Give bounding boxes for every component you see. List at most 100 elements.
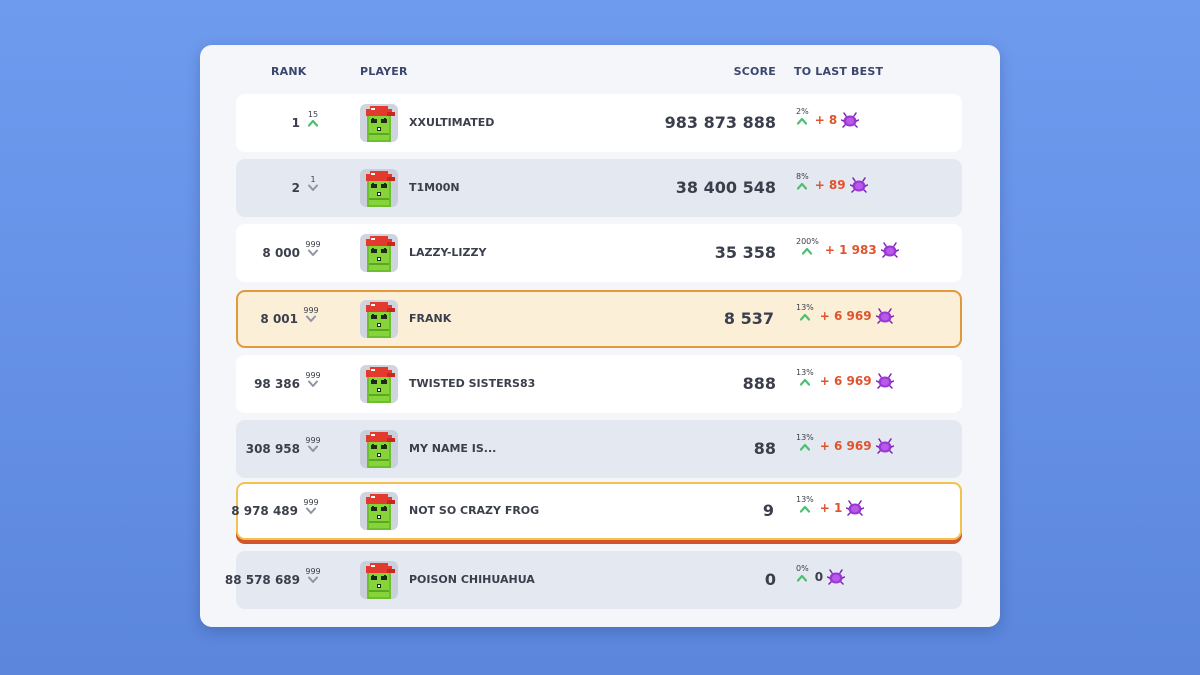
rank-change: 1 [304, 175, 322, 192]
points-delta: + 6 969 [819, 309, 872, 323]
up-arrow-icon [799, 313, 810, 321]
up-arrow-icon [799, 378, 810, 386]
percent-change: 13% [796, 433, 814, 451]
to-last-best-cell: 13% + 6 969 [796, 433, 894, 455]
rank-change: 999 [304, 371, 322, 388]
points-delta: + 6 969 [819, 439, 872, 453]
rank-change-value: 999 [305, 567, 321, 576]
rank-down-arrow-icon [308, 380, 318, 388]
rank-down-arrow-icon [306, 507, 316, 515]
percent-change: 13% [796, 495, 814, 513]
leaderboard-row[interactable]: 308 958 999 MY NAME [236, 420, 962, 478]
score-column-header[interactable]: SCORE [733, 65, 776, 78]
to-last-best-cell: 2% + 8 [796, 107, 860, 129]
leaderboard-row[interactable]: 88 578 689 999 POIS [225, 551, 962, 609]
rank-change: 999 [302, 306, 320, 323]
frog-avatar-icon [366, 106, 395, 142]
player-name[interactable]: LAZZY-LIZZY [409, 246, 487, 259]
rank-change-value: 999 [305, 240, 321, 249]
rank-change: 999 [304, 436, 322, 453]
player-avatar[interactable] [360, 492, 398, 530]
player-score: 983 873 888 [664, 113, 776, 132]
percent-change-value: 13% [796, 495, 814, 504]
player-score: 88 [753, 439, 776, 458]
player-name[interactable]: FRANK [409, 312, 452, 325]
leaderboard-row[interactable]: 1 15 XXULTIMATED [236, 94, 962, 152]
points-delta: + 89 [814, 178, 846, 192]
frog-avatar-icon [366, 171, 395, 207]
percent-change: 13% [796, 303, 814, 321]
player-avatar[interactable] [360, 169, 398, 207]
points-delta: + 1 983 [824, 243, 877, 257]
player-name[interactable]: XXULTIMATED [409, 116, 495, 129]
leaderboard-row[interactable]: 98 386 999 TWISTED [236, 355, 962, 413]
rank-cell: 8 001 999 [260, 306, 320, 328]
to-last-best-cell: 13% + 6 969 [796, 303, 894, 325]
percent-change: 13% [796, 368, 814, 386]
rank-change: 999 [302, 498, 320, 515]
rank-change-value: 1 [310, 175, 316, 184]
bug-currency-icon [875, 373, 894, 389]
to-last-best-cell: 0% 0 [796, 564, 846, 586]
points-delta: 0 [814, 570, 824, 584]
bug-currency-icon [875, 308, 894, 324]
percent-change-value: 13% [796, 303, 814, 312]
up-arrow-icon [802, 247, 813, 255]
rank-number: 98 386 [254, 377, 300, 391]
player-name[interactable]: POISON CHIHUAHUA [409, 573, 535, 586]
leaderboard-row[interactable]: 2 1 T1M00N 38 4 [236, 159, 962, 217]
rank-down-arrow-icon [308, 249, 318, 257]
player-avatar[interactable] [360, 234, 398, 272]
bug-currency-icon [841, 112, 860, 128]
rank-number: 8 978 489 [231, 504, 298, 518]
rank-change-value: 15 [307, 110, 319, 119]
rank-change-value: 999 [303, 498, 319, 507]
player-name[interactable]: MY NAME IS... [409, 442, 497, 455]
rank-column-header[interactable]: RANK [271, 65, 307, 78]
player-score: 888 [742, 374, 776, 393]
player-avatar[interactable] [360, 300, 398, 338]
percent-change-value: 0% [796, 564, 809, 573]
rank-down-arrow-icon [308, 445, 318, 453]
player-column-header[interactable]: PLAYER [360, 65, 408, 78]
rank-cell: 8 000 999 [262, 240, 322, 262]
player-avatar[interactable] [360, 430, 398, 468]
bug-currency-icon [827, 569, 846, 585]
up-arrow-icon [797, 182, 808, 190]
player-score: 0 [764, 570, 776, 589]
to-last-best-cell: 13% + 1 [796, 495, 865, 517]
leaderboard-row[interactable]: 8 001 999 FRANK [236, 290, 962, 348]
rank-change-value: 999 [305, 371, 321, 380]
bug-currency-icon [880, 242, 899, 258]
player-name[interactable]: TWISTED SISTERS83 [409, 377, 536, 390]
frog-avatar-icon [366, 563, 395, 599]
rank-number: 1 [291, 116, 300, 130]
player-avatar[interactable] [360, 561, 398, 599]
rank-number: 8 000 [262, 246, 300, 260]
player-name[interactable]: T1M00N [409, 181, 460, 194]
percent-change: 8% [796, 172, 809, 190]
percent-change-value: 13% [796, 368, 814, 377]
frog-avatar-icon [366, 236, 395, 272]
rank-number: 8 001 [260, 312, 298, 326]
percent-change-value: 13% [796, 433, 814, 442]
rank-number: 308 958 [245, 442, 300, 456]
leaderboard-row[interactable]: 8 000 999 LAZZY-LIZ [236, 224, 962, 282]
rank-cell: 8 978 489 999 [231, 498, 320, 520]
leaderboard-row[interactable]: 8 978 489 999 NOT S [231, 482, 962, 540]
points-delta: + 1 [819, 501, 843, 515]
player-score: 35 358 [714, 243, 776, 262]
to-last-best-cell: 13% + 6 969 [796, 368, 894, 390]
points-delta: + 6 969 [819, 374, 872, 388]
player-avatar[interactable] [360, 365, 398, 403]
player-name[interactable]: NOT SO CRAZY FROG [409, 504, 540, 517]
rank-down-arrow-icon [308, 576, 318, 584]
rank-cell: 308 958 999 [245, 436, 322, 458]
up-arrow-icon [797, 117, 808, 125]
rank-up-arrow-icon [308, 119, 318, 127]
player-avatar[interactable] [360, 104, 398, 142]
to-last-best-column-header[interactable]: TO LAST BEST [794, 65, 884, 78]
percent-change-value: 200% [796, 237, 819, 246]
percent-change-value: 2% [796, 107, 809, 116]
leaderboard-panel: RANK PLAYER SCORE TO LAST BEST 1 15 [200, 45, 1000, 627]
